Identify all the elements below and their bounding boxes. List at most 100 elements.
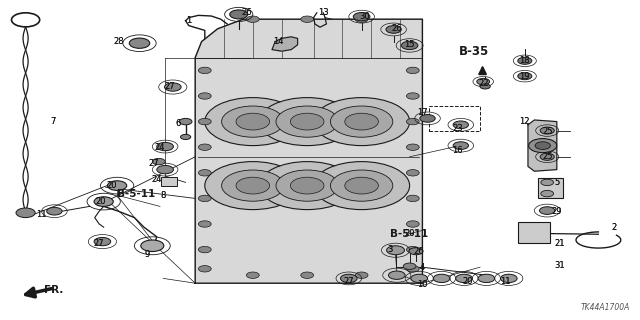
Bar [161,177,177,186]
Text: 25: 25 [542,127,552,136]
Circle shape [198,118,211,125]
Text: 20: 20 [404,229,415,238]
Circle shape [345,113,378,130]
Circle shape [157,142,173,151]
Text: 24: 24 [155,143,165,152]
Text: 4: 4 [420,263,425,272]
Circle shape [406,195,419,202]
Circle shape [276,170,339,201]
Text: 27: 27 [164,82,175,91]
Text: 27: 27 [148,159,159,168]
Text: 26: 26 [241,8,252,17]
Circle shape [164,83,181,91]
Text: 20: 20 [462,277,472,286]
Circle shape [301,16,314,22]
Circle shape [340,274,357,283]
Circle shape [301,272,314,278]
Text: 23: 23 [452,124,463,132]
Circle shape [157,165,173,174]
Circle shape [540,127,554,134]
Text: 26: 26 [241,8,252,17]
Text: 6: 6 [175,119,180,128]
Text: 25: 25 [542,127,552,136]
Circle shape [478,274,495,283]
Circle shape [330,170,393,201]
Text: 28: 28 [113,37,124,46]
Text: 11: 11 [500,277,511,286]
Text: 4: 4 [420,263,425,272]
Text: 26: 26 [414,247,424,256]
Circle shape [406,118,419,125]
Text: 16: 16 [452,146,463,155]
Text: 20: 20 [96,197,106,206]
Text: 11: 11 [36,210,47,219]
Text: 27: 27 [344,277,354,286]
Text: 31: 31 [555,261,565,270]
Text: 26: 26 [392,24,402,33]
Text: 16: 16 [452,146,463,155]
Circle shape [205,98,301,146]
Circle shape [180,134,191,140]
Circle shape [353,12,370,21]
Circle shape [198,246,211,253]
Circle shape [540,207,555,214]
Circle shape [246,16,259,22]
Text: 18: 18 [520,56,530,65]
Circle shape [403,263,416,269]
Text: 25: 25 [542,152,552,161]
Circle shape [518,57,532,64]
Text: 27: 27 [344,277,354,286]
Text: 2: 2 [612,223,617,232]
Text: 10: 10 [417,280,428,289]
Circle shape [406,246,419,253]
Text: 26: 26 [392,24,402,33]
Text: 12: 12 [520,117,530,126]
Text: 30: 30 [360,12,370,20]
Circle shape [387,246,404,255]
Text: 1: 1 [186,16,191,25]
Text: 24: 24 [155,143,165,152]
Text: 20: 20 [107,181,117,190]
Text: 23: 23 [452,124,463,132]
Text: 8: 8 [161,191,166,200]
Circle shape [480,84,490,89]
Text: 21: 21 [555,239,565,248]
Circle shape [535,142,550,149]
Circle shape [406,93,419,99]
Polygon shape [528,120,557,171]
Text: B-5-11: B-5-11 [390,228,429,239]
Text: 9: 9 [145,250,150,259]
Text: 17: 17 [417,108,428,116]
Text: 15: 15 [404,40,415,49]
Circle shape [198,221,211,227]
Text: 7: 7 [51,117,56,126]
Circle shape [409,248,423,255]
Text: 29: 29 [552,207,562,216]
Text: 15: 15 [404,40,415,49]
Text: 31: 31 [555,261,565,270]
Text: 29: 29 [552,207,562,216]
Text: 20: 20 [462,277,472,286]
Circle shape [406,144,419,150]
Circle shape [141,240,164,252]
Circle shape [500,274,517,283]
Text: 26: 26 [414,247,424,256]
Text: 20: 20 [404,229,415,238]
Text: 9: 9 [145,250,150,259]
Bar [518,222,550,243]
Circle shape [179,118,192,125]
Text: 22: 22 [478,79,488,88]
Text: 10: 10 [417,280,428,289]
Circle shape [420,115,435,122]
Circle shape [198,93,211,99]
Text: 24: 24 [152,175,162,184]
Text: 11: 11 [36,210,47,219]
Circle shape [205,162,301,210]
Circle shape [456,274,472,283]
Text: 8: 8 [161,191,166,200]
Circle shape [94,237,111,246]
Text: 14: 14 [273,37,284,46]
Circle shape [198,67,211,74]
Circle shape [198,195,211,202]
Bar [538,178,563,198]
